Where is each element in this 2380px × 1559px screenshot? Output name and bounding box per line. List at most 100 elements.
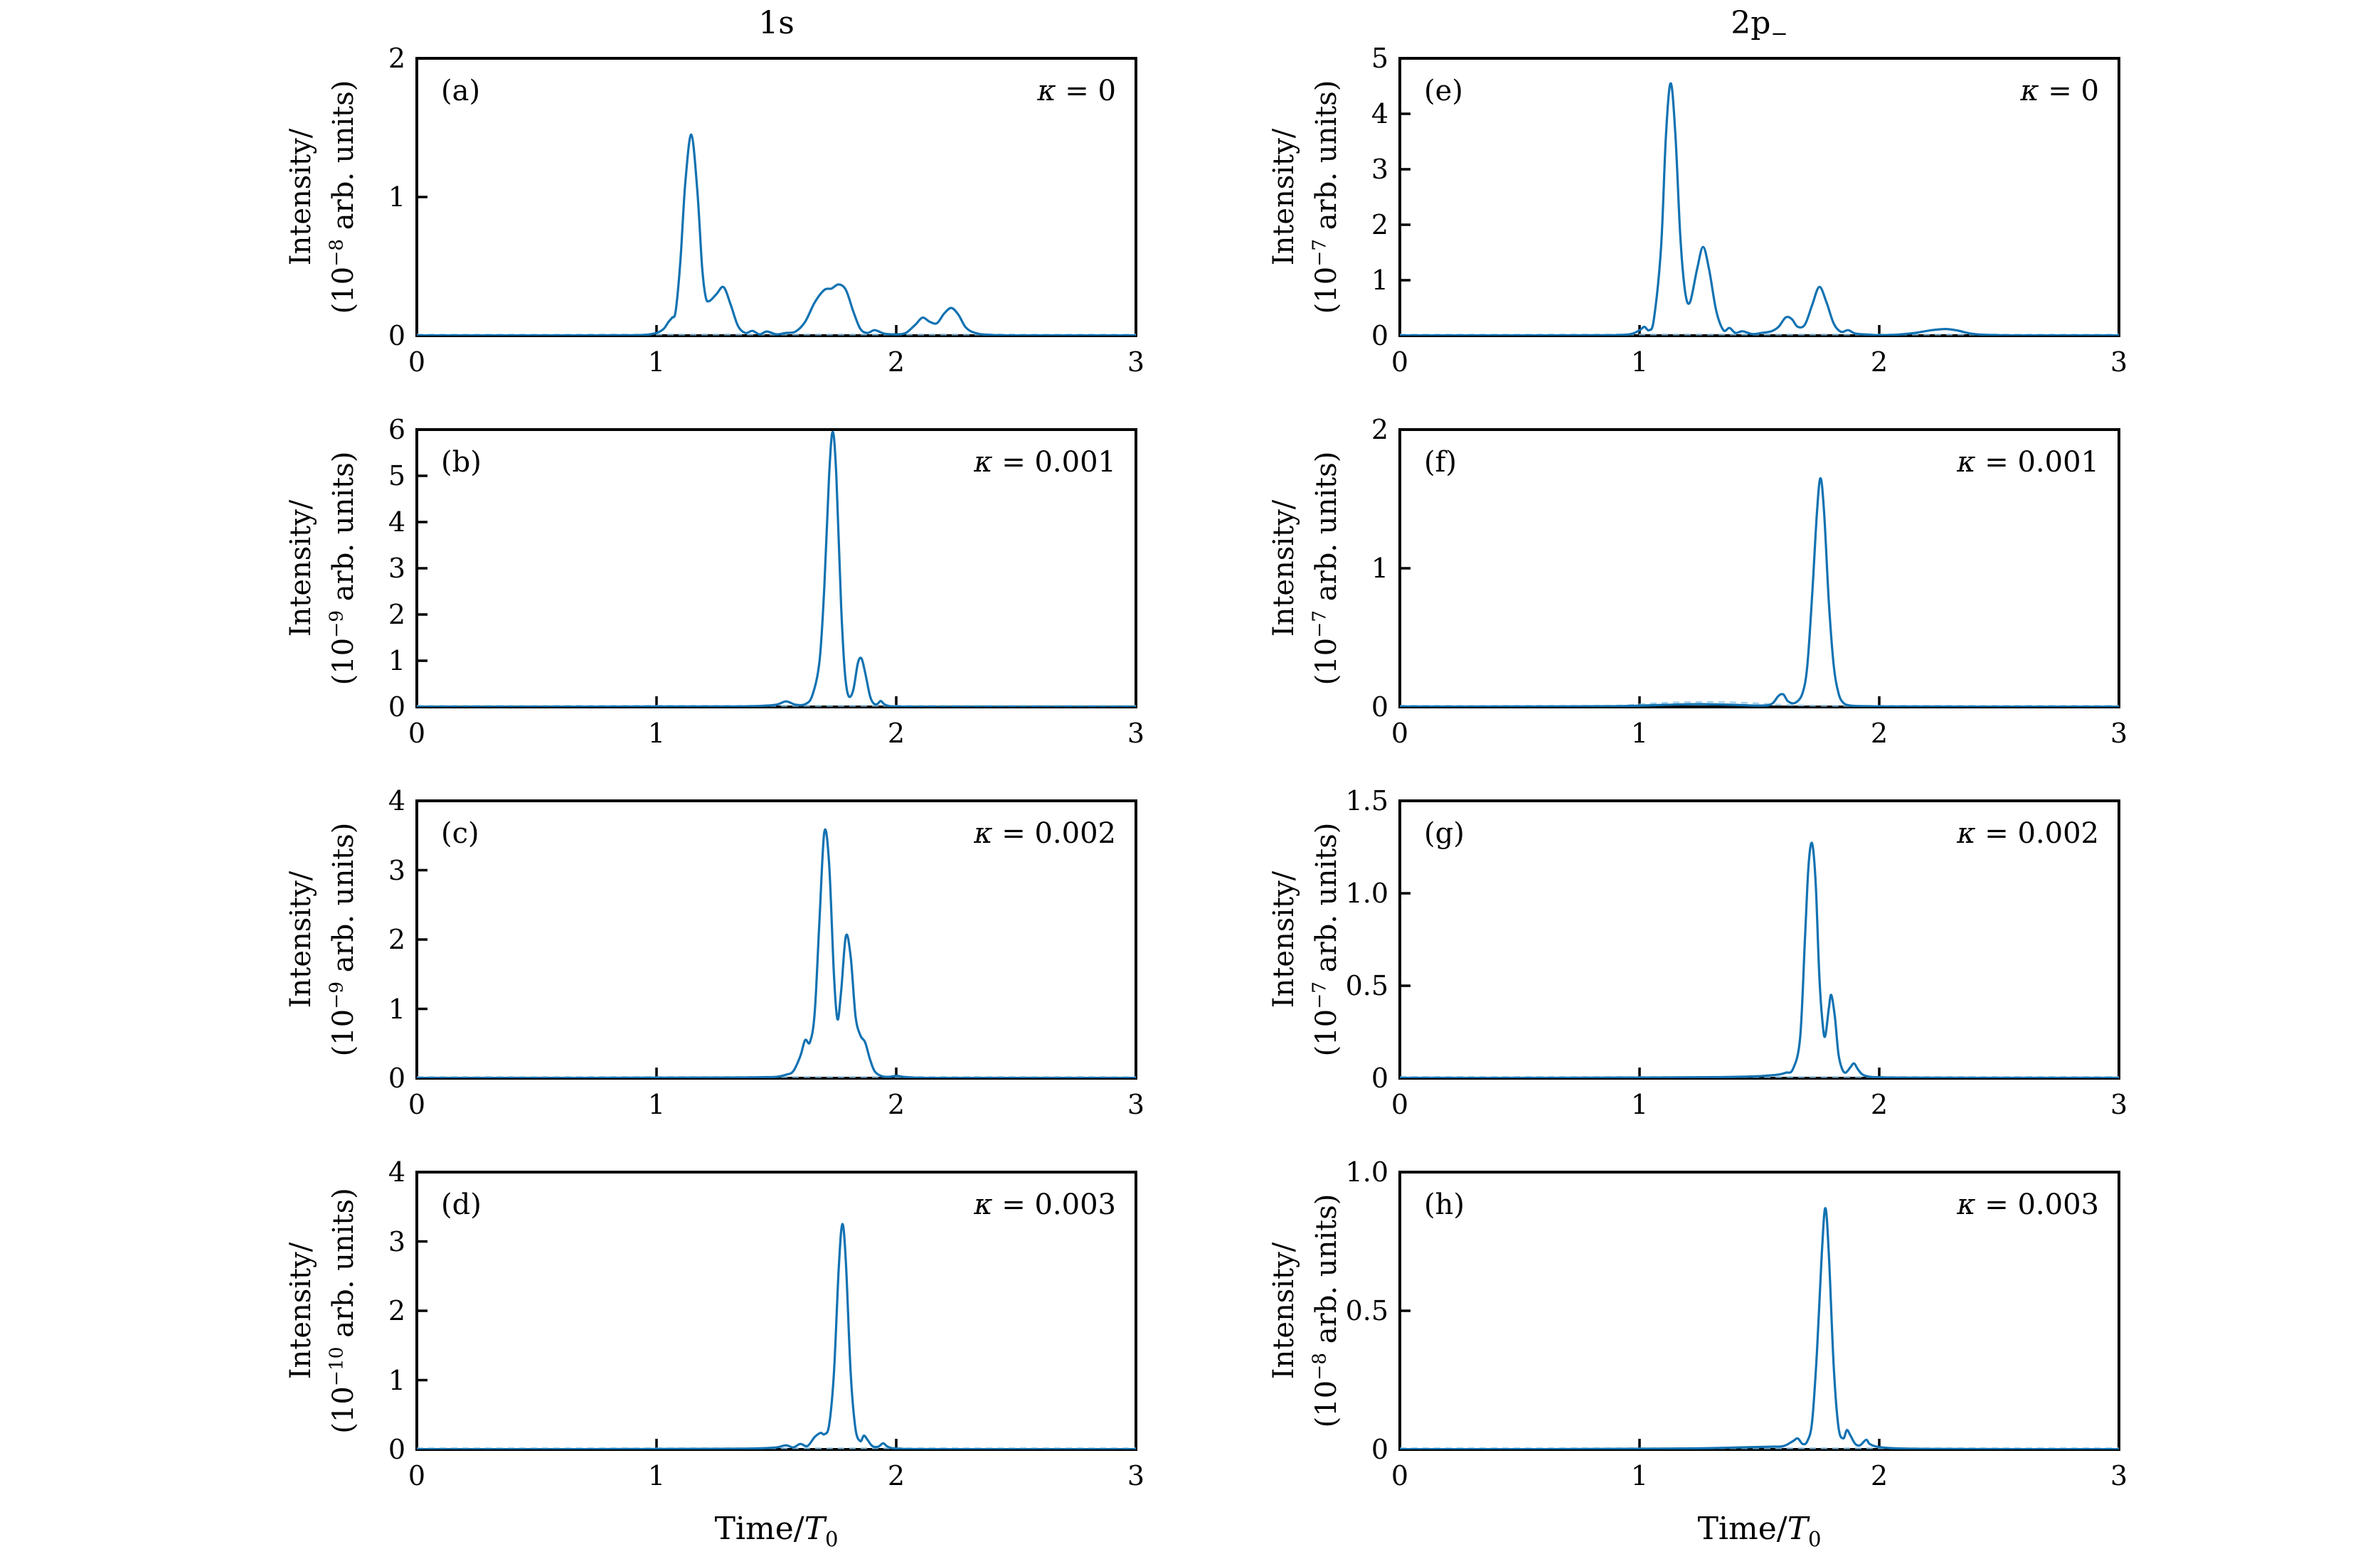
y-axis-units-open: (10: [1310, 1380, 1343, 1428]
y-axis-label-units: (10−7 arb. units): [1308, 451, 1343, 686]
x-tick-label: 0: [408, 1089, 426, 1120]
panel-tag-a: (a): [441, 75, 481, 107]
y-axis-label-units: (10−10 arb. units): [325, 1188, 360, 1433]
panel-tag-c: (c): [441, 817, 479, 850]
panel-tag-h: (h): [1424, 1188, 1465, 1221]
kappa-annotation: κ = 0: [1037, 77, 1116, 105]
y-tick-label: 2: [388, 43, 405, 74]
x-tick-label: 2: [887, 1089, 905, 1120]
kappa-value: 0.002: [1034, 817, 1116, 850]
x-tick-label: 2: [1870, 1460, 1888, 1491]
panel-tag-b: (b): [441, 446, 482, 479]
kappa-value: 0.003: [1034, 1188, 1116, 1221]
kappa-value: 0.003: [2017, 1188, 2099, 1221]
y-tick-label: 4: [388, 1156, 405, 1188]
y-tick-label: 4: [388, 785, 405, 816]
x-axis-label: Time/T0: [1697, 1511, 1822, 1550]
kappa-variable: κ: [974, 1188, 993, 1221]
y-tick-label: 0: [1371, 1063, 1388, 1094]
plot-frame: [1398, 799, 2120, 1080]
y-tick-label: 4: [388, 506, 405, 538]
column-title-1s: 1s: [758, 8, 795, 39]
x-tick-label: 2: [887, 718, 905, 749]
kappa-value: 0.002: [2017, 817, 2099, 850]
panel-h-plot: [1398, 1171, 2120, 1451]
y-tick-label: 0: [1371, 691, 1388, 723]
y-axis-units-exponent: −8: [1308, 1352, 1331, 1380]
x-tick-label: 1: [647, 1089, 666, 1120]
x-tick-label: 0: [1391, 718, 1409, 749]
y-tick-label: 1: [388, 1364, 405, 1396]
y-tick-label: 1: [388, 993, 405, 1025]
y-axis-units-exponent: −7: [1308, 610, 1331, 638]
y-tick-label: 0: [388, 691, 405, 723]
column-title-2p-minus: 2p−: [1731, 5, 1788, 44]
y-axis-label-line1: Intensity/: [1268, 499, 1300, 637]
y-axis-units-open: (10: [1310, 637, 1343, 686]
y-tick-label: 2: [388, 924, 405, 955]
y-tick-label: 0: [388, 1434, 405, 1465]
kappa-equals: =: [1975, 446, 2018, 479]
kappa-annotation: κ = 0: [2020, 77, 2099, 105]
y-tick-label: 2: [388, 1295, 405, 1326]
y-axis-units-rest: arb. units): [327, 1188, 360, 1347]
panel-tag-e: (e): [1424, 75, 1463, 107]
y-tick-label: 0.5: [1345, 1295, 1388, 1326]
y-axis-units-open: (10: [327, 637, 360, 686]
y-axis-label-units: (10−7 arb. units): [1308, 80, 1343, 314]
y-tick-label: 3: [388, 854, 405, 886]
x-tick-label: 1: [1630, 718, 1649, 749]
panel-e-plot: [1398, 57, 2120, 337]
y-axis-units-rest: arb. units): [1310, 451, 1343, 610]
kappa-variable: κ: [974, 446, 993, 479]
y-axis-label-units: (10−8 arb. units): [326, 80, 360, 314]
y-axis-units-rest: arb. units): [327, 451, 360, 610]
kappa-annotation: κ = 0.003: [1957, 1191, 2099, 1219]
kappa-annotation: κ = 0.001: [1957, 448, 2099, 477]
x-tick-label: 2: [887, 1460, 905, 1491]
x-axis-label-text: Time/: [1697, 1511, 1787, 1547]
panel-tag-f: (f): [1424, 446, 1457, 479]
x-tick-label: 1: [1630, 1460, 1649, 1491]
y-tick-label: 3: [388, 1225, 405, 1257]
y-axis-label-line1: Intensity/: [285, 499, 317, 637]
y-tick-label: 0.5: [1345, 970, 1388, 1001]
x-tick-label: 0: [408, 1460, 426, 1491]
intensity-curve: [417, 1223, 1136, 1449]
x-tick-label: 1: [1630, 346, 1649, 378]
x-tick-label: 2: [1870, 346, 1888, 378]
intensity-curve: [1400, 477, 2119, 707]
y-axis-units-open: (10: [327, 1009, 360, 1057]
y-tick-label: 1.0: [1345, 1156, 1388, 1188]
kappa-equals: =: [1975, 1188, 2018, 1221]
kappa-equals: =: [992, 1188, 1035, 1221]
y-axis-units-rest: arb. units): [327, 822, 360, 981]
y-axis-label-units: (10−7 arb. units): [1309, 823, 1343, 1057]
column-title-text: 2p: [1731, 5, 1771, 41]
y-axis-units-rest: arb. units): [1310, 1193, 1343, 1353]
panel-g-plot: [1398, 799, 2120, 1080]
x-tick-label: 3: [1127, 346, 1145, 378]
intensity-curve: [1400, 1207, 2119, 1449]
y-axis-units-rest: arb. units): [327, 80, 360, 239]
kappa-value: 0: [1098, 75, 1116, 107]
y-axis-units-exponent: −10: [325, 1346, 348, 1387]
y-axis-units-open: (10: [327, 266, 360, 314]
column-title-subscript: −: [1770, 21, 1788, 46]
kappa-variable: κ: [1957, 817, 1976, 850]
y-tick-label: 1.0: [1345, 878, 1388, 909]
kappa-equals: =: [1975, 817, 2018, 850]
y-tick-label: 5: [1371, 43, 1388, 74]
kappa-annotation: κ = 0.003: [974, 1191, 1116, 1219]
kappa-variable: κ: [1957, 446, 1976, 479]
x-axis-label-subscript: 0: [824, 1526, 839, 1551]
y-tick-label: 5: [388, 460, 405, 491]
x-axis-label-variable: T: [1787, 1511, 1808, 1547]
y-tick-label: 1: [1371, 265, 1388, 296]
kappa-value: 0.001: [2017, 446, 2099, 479]
y-axis-units-open: (10: [1310, 266, 1343, 314]
x-tick-label: 2: [1870, 1089, 1888, 1120]
intensity-curve: [417, 430, 1136, 707]
y-axis-units-exponent: −7: [1308, 238, 1331, 267]
column-title-text: 1s: [758, 5, 795, 41]
